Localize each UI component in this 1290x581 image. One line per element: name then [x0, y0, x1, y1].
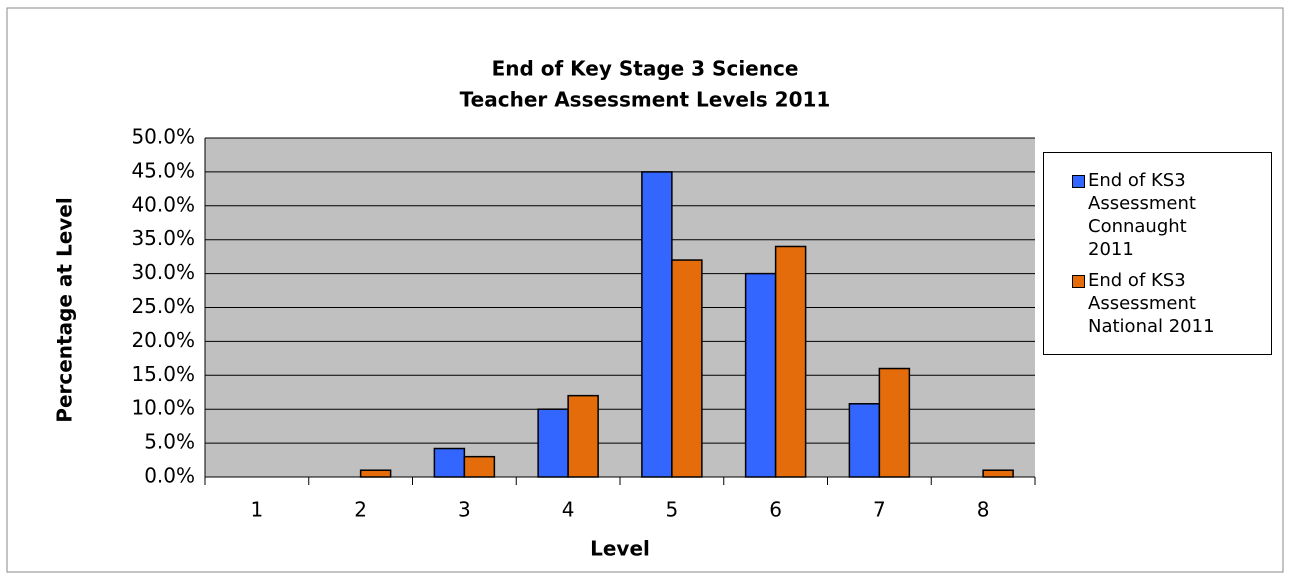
- y-tick-label: 40.0%: [131, 192, 195, 216]
- x-tick-label: 5: [666, 498, 679, 522]
- bar: [744, 272, 777, 478]
- y-tick-label: 30.0%: [131, 260, 195, 284]
- bar: [848, 403, 881, 478]
- x-tick-label: 6: [769, 498, 782, 522]
- y-tick-label: 10.0%: [131, 396, 195, 420]
- legend-swatch: [1072, 175, 1085, 188]
- chart-title: Teacher Assessment Levels 2011: [460, 88, 831, 112]
- bar: [671, 259, 703, 478]
- y-tick-label: 35.0%: [131, 226, 195, 250]
- chart-title: End of Key Stage 3 Science: [492, 57, 799, 81]
- legend-entry: End of KS3 Assessment Connaught 2011: [1072, 169, 1271, 261]
- legend-swatch: [1072, 275, 1085, 288]
- x-tick-label: 3: [458, 498, 471, 522]
- legend-label: End of KS3 Assessment Connaught 2011: [1088, 170, 1196, 260]
- y-axis-label: Percentage at Level: [53, 197, 77, 422]
- y-tick-label: 45.0%: [131, 158, 195, 182]
- bar: [567, 394, 599, 478]
- bar: [537, 408, 569, 478]
- bar: [774, 245, 807, 478]
- bar: [878, 367, 911, 478]
- legend-entry: End of KS3 Assessment National 2011: [1072, 269, 1271, 338]
- x-tick-label: 2: [354, 498, 367, 522]
- bar: [641, 171, 673, 478]
- y-tick-label: 25.0%: [131, 294, 195, 318]
- y-tick-label: 50.0%: [131, 125, 195, 149]
- legend: End of KS3 Assessment Connaught 2011 End …: [1043, 152, 1272, 355]
- bar: [433, 447, 466, 478]
- chart-border: [6, 7, 1284, 573]
- y-tick-label: 5.0%: [144, 430, 195, 454]
- bar: [359, 469, 392, 478]
- legend-label: End of KS3 Assessment National 2011: [1088, 270, 1215, 337]
- x-tick-label: 7: [873, 498, 886, 522]
- bar: [982, 469, 1014, 478]
- x-axis-label: Level: [590, 537, 650, 561]
- x-tick-label: 1: [251, 498, 264, 522]
- bar: [463, 455, 496, 478]
- x-tick-label: 4: [562, 498, 575, 522]
- x-tick-label: 8: [977, 498, 990, 522]
- y-tick-label: 15.0%: [131, 362, 195, 386]
- y-tick-label: 20.0%: [131, 328, 195, 352]
- y-tick-label: 0.0%: [144, 464, 195, 488]
